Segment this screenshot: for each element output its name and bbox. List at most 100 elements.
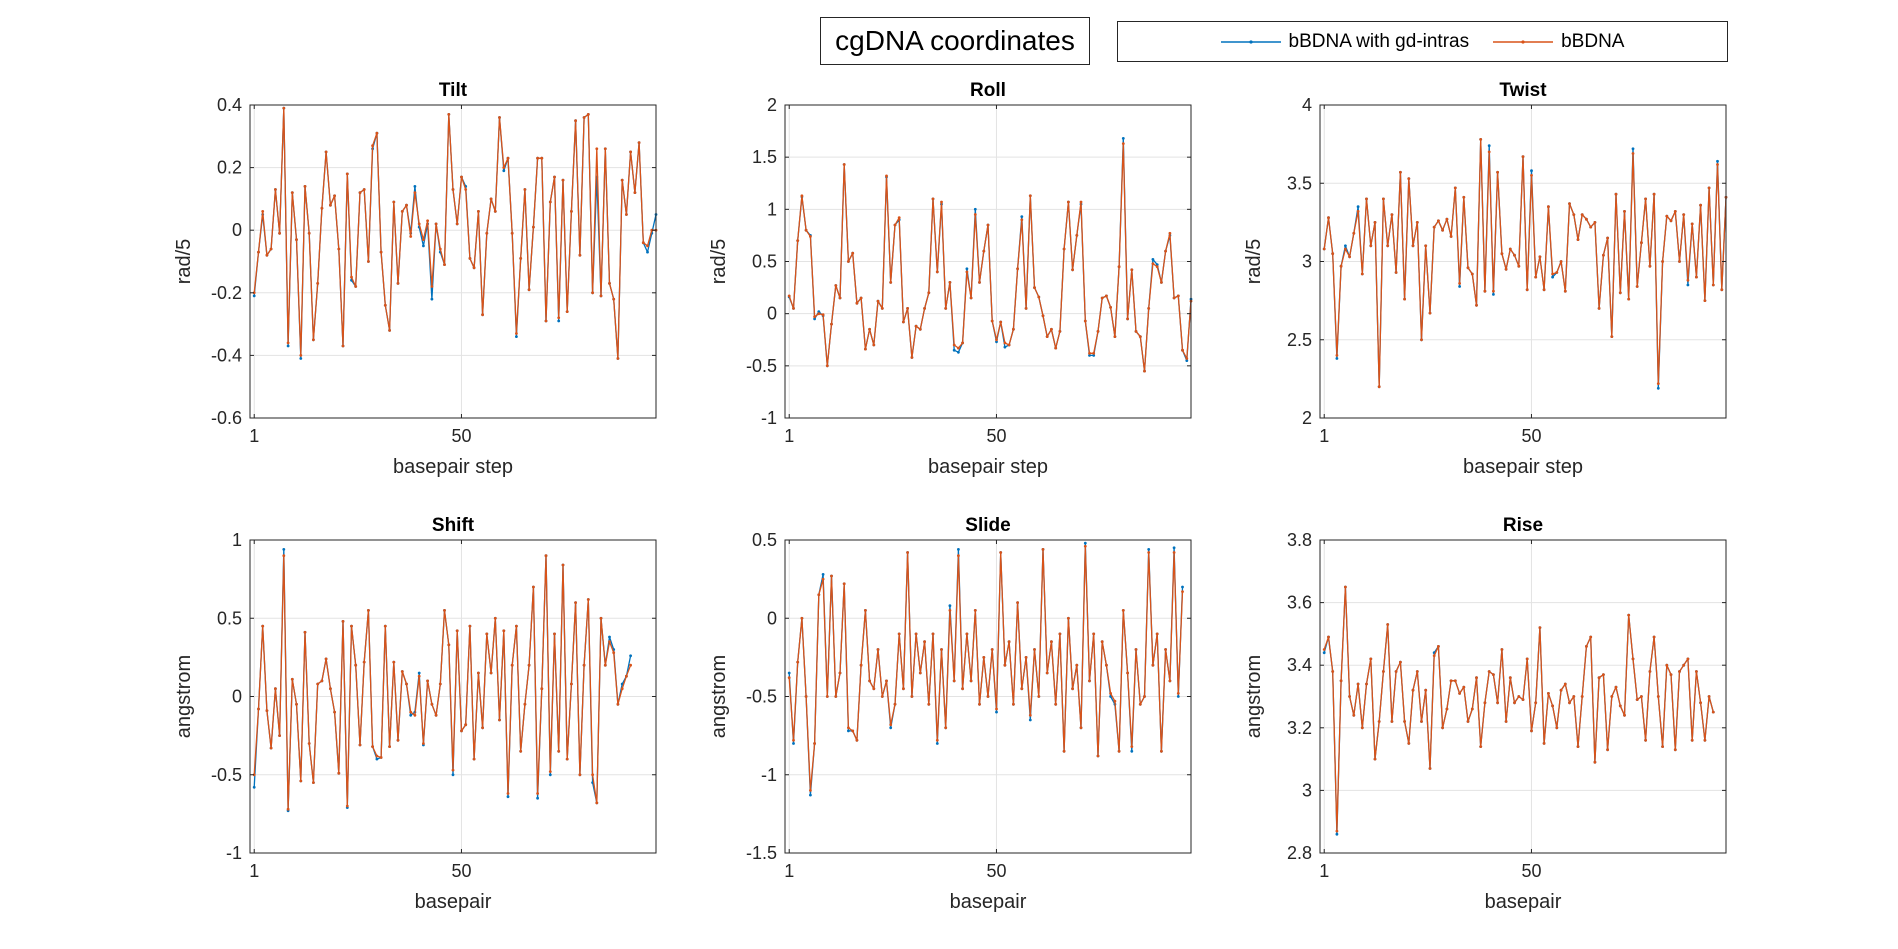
data-point-roll-1-58 (1033, 286, 1036, 289)
data-point-tilt-1-78 (582, 116, 586, 119)
data-point-shift-1-52 (472, 757, 476, 761)
data-point-roll-1-84 (1143, 369, 1146, 373)
data-point-rise-1-16 (1390, 720, 1394, 723)
data-point-roll-1-72 (1092, 351, 1096, 355)
tick-label-y-rise-3: 3.4 (1287, 655, 1312, 675)
data-point-roll-1-75 (1105, 294, 1108, 298)
data-point-tilt-1-34 (396, 282, 400, 285)
data-point-shift-1-55 (485, 632, 489, 636)
data-point-shift-1-17 (324, 657, 328, 661)
data-point-roll-0-94 (1185, 359, 1189, 362)
data-point-rise-1-90 (1703, 738, 1707, 742)
tick-label-y-tilt-2: -0.2 (211, 283, 242, 303)
data-point-slide-0-0 (787, 671, 791, 675)
series-line-roll-1 (788, 142, 1192, 372)
data-point-rise-1-27 (1437, 645, 1440, 648)
data-point-tilt-1-13 (307, 231, 311, 235)
data-point-slide-0-81 (1130, 749, 1134, 753)
data-point-tilt-1-2 (261, 210, 265, 213)
data-point-shift-1-19 (333, 710, 336, 714)
data-point-rise-1-36 (1475, 676, 1478, 680)
data-point-rise-1-75 (1640, 695, 1643, 698)
data-point-tilt-1-3 (265, 253, 269, 257)
data-point-shift-1-8 (286, 807, 290, 811)
data-point-rise-1-84 (1678, 670, 1681, 673)
data-point-slide-1-44 (973, 609, 977, 612)
y-axis-label-tilt: rad/5 (173, 239, 195, 285)
data-point-slide-1-84 (1143, 695, 1146, 698)
data-point-slide-1-35 (935, 738, 939, 742)
data-point-twist-1-94 (1720, 288, 1724, 292)
data-point-slide-0-40 (957, 548, 960, 551)
data-point-roll-1-83 (1138, 335, 1142, 338)
data-point-roll-0-40 (957, 350, 960, 354)
data-point-twist-1-30 (1449, 235, 1453, 238)
data-point-roll-0-71 (1088, 354, 1091, 357)
data-point-twist-1-91 (1707, 186, 1711, 190)
data-point-roll-1-12 (838, 296, 842, 300)
data-point-shift-1-66 (532, 585, 535, 589)
tick-label-y-slide-1: -1 (761, 765, 777, 785)
data-point-roll-1-59 (1037, 295, 1041, 299)
data-point-rise-1-44 (1508, 676, 1512, 680)
data-point-tilt-1-88 (625, 213, 628, 216)
data-point-roll-1-74 (1100, 296, 1104, 300)
data-point-shift-0-67 (536, 796, 539, 800)
data-point-slide-1-20 (872, 687, 876, 691)
data-point-shift-1-47 (451, 768, 455, 772)
data-point-twist-1-84 (1678, 260, 1681, 263)
series-line-twist-1 (1323, 138, 1727, 388)
data-point-shift-1-57 (493, 616, 497, 620)
data-point-twist-1-33 (1462, 195, 1466, 199)
tick-label-y-roll-0: -1 (761, 408, 777, 428)
data-point-rise-1-28 (1441, 726, 1444, 730)
data-point-rise-1-35 (1470, 707, 1474, 711)
y-axis-label-twist: rad/5 (1243, 239, 1265, 285)
data-point-tilt-1-5 (274, 188, 277, 191)
data-point-tilt-1-52 (472, 266, 476, 270)
data-point-twist-1-5 (1344, 247, 1347, 251)
data-point-tilt-1-48 (455, 222, 459, 226)
data-point-twist-1-34 (1466, 266, 1470, 270)
subplot-shift: -1 -0.5 0 0.5 1 1 50 Shift basepair angstrom (173, 515, 657, 913)
data-point-twist-1-25 (1428, 311, 1432, 315)
data-point-shift-1-5 (274, 687, 277, 691)
data-point-shift-1-18 (329, 687, 332, 691)
data-point-rise-1-54 (1551, 704, 1554, 708)
data-point-twist-1-52 (1542, 288, 1546, 292)
subplot-title-twist: Twist (1499, 80, 1547, 101)
data-point-slide-1-32 (923, 640, 926, 644)
axes-background-tilt (250, 105, 656, 418)
data-point-tilt-1-24 (354, 285, 358, 288)
y-axis-label-slide: angstrom (708, 655, 730, 738)
data-point-tilt-0-38 (413, 185, 417, 188)
data-point-slide-1-50 (999, 551, 1003, 554)
data-point-shift-0-84 (608, 635, 611, 639)
data-point-slide-1-63 (1054, 702, 1058, 706)
data-point-slide-1-80 (1126, 671, 1129, 675)
data-point-rise-1-51 (1538, 626, 1542, 629)
data-point-tilt-1-85 (612, 297, 616, 301)
data-point-roll-1-40 (957, 346, 960, 350)
data-point-rise-1-20 (1407, 742, 1411, 745)
data-point-roll-1-6 (813, 315, 816, 319)
data-point-tilt-1-55 (485, 231, 489, 235)
data-point-rise-1-29 (1445, 707, 1449, 711)
data-point-twist-1-63 (1589, 225, 1593, 229)
data-point-slide-1-22 (880, 695, 884, 698)
tick-label-y-rise-4: 3.6 (1287, 593, 1312, 613)
data-point-rise-1-89 (1699, 701, 1702, 705)
data-point-shift-0-39 (417, 671, 421, 675)
data-point-slide-0-35 (935, 742, 939, 745)
data-point-shift-1-50 (464, 723, 468, 727)
data-point-rise-1-11 (1369, 657, 1373, 661)
data-point-roll-1-26 (897, 216, 901, 220)
data-point-slide-0-91 (1172, 546, 1176, 550)
data-point-rise-1-70 (1618, 704, 1622, 708)
data-point-tilt-1-49 (460, 175, 463, 179)
data-point-roll-1-29 (910, 356, 914, 359)
tick-label-y-tilt-5: 0.4 (217, 95, 242, 115)
data-point-rise-1-83 (1673, 748, 1677, 752)
data-point-tilt-1-69 (544, 319, 548, 323)
tick-label-y-roll-5: 1.5 (752, 147, 777, 167)
